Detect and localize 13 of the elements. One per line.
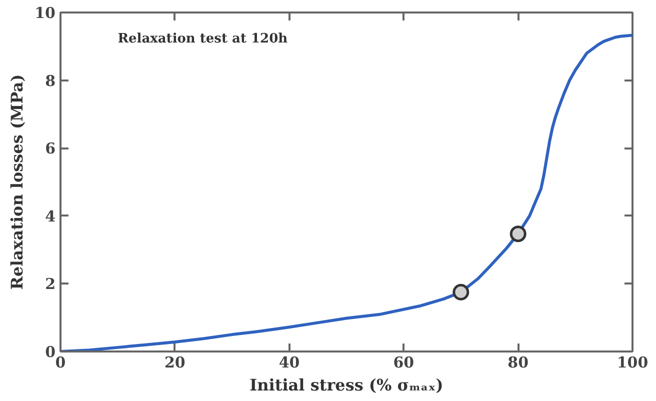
x-axis-title: Initial stress (% σₘₐₓ) (250, 376, 444, 394)
y-tick-label: 2 (45, 275, 56, 294)
y-tick-label: 4 (45, 207, 56, 226)
y-tick-label: 10 (34, 4, 56, 22)
y-axis-title: Relaxation losses (MPa) (8, 74, 27, 290)
y-tick-label: 8 (45, 72, 56, 90)
x-tick-label: 100 (616, 354, 648, 372)
annotation: Relaxation test at 120h (118, 31, 288, 46)
y-tick-label: 6 (45, 140, 56, 158)
x-tick-label: 20 (164, 354, 186, 372)
x-tick-label: 80 (508, 354, 529, 372)
x-tick-label: 60 (393, 354, 414, 372)
x-tick-label: 40 (278, 354, 300, 372)
